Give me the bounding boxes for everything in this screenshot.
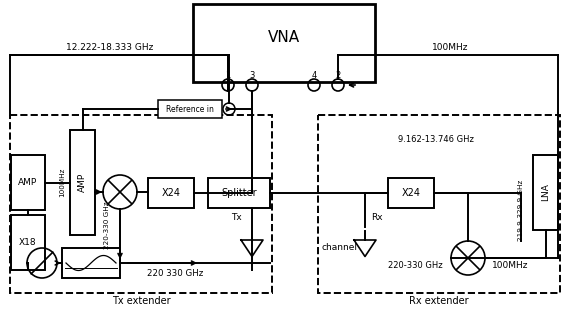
Text: 100MHz: 100MHz (432, 44, 468, 52)
Bar (193, 4, 375, 82)
Bar (388, 178, 434, 208)
Text: Reference in: Reference in (166, 105, 214, 113)
Bar (62, 248, 120, 278)
Text: X18: X18 (19, 238, 37, 247)
Text: 1: 1 (225, 71, 231, 79)
Text: 100MHz: 100MHz (492, 262, 529, 270)
Bar (11, 215, 45, 270)
Bar (208, 178, 270, 208)
Bar (10, 115, 272, 293)
Text: 12.222-18.333 GHz: 12.222-18.333 GHz (66, 44, 154, 52)
Text: 2: 2 (335, 71, 340, 79)
Text: 100MHz: 100MHz (59, 168, 65, 197)
Text: 220-330 GHz: 220-330 GHz (388, 262, 442, 270)
Text: Tx: Tx (231, 214, 242, 223)
Text: Rx: Rx (371, 214, 383, 223)
Text: Tx extender: Tx extender (112, 296, 170, 306)
Text: 3: 3 (249, 71, 255, 79)
Text: 9.162-13.746 GHz: 9.162-13.746 GHz (398, 136, 474, 144)
Bar (533, 155, 558, 230)
Text: Rx extender: Rx extender (409, 296, 469, 306)
Bar (318, 115, 560, 293)
Text: AMP: AMP (78, 173, 87, 192)
Bar (70, 130, 95, 235)
Text: 220 330 GHz: 220 330 GHz (147, 268, 203, 278)
Text: 220-330 GHz: 220-330 GHz (104, 201, 110, 249)
Text: X24: X24 (402, 188, 420, 198)
Bar (11, 155, 45, 210)
Text: VNA: VNA (268, 30, 300, 45)
Text: 4: 4 (311, 71, 317, 79)
Text: channel: channel (322, 243, 358, 252)
Text: 219.9-329.9 GHz: 219.9-329.9 GHz (518, 179, 524, 241)
Bar (148, 178, 194, 208)
Text: X24: X24 (161, 188, 181, 198)
Text: Splitter: Splitter (221, 188, 257, 198)
Bar (158, 100, 222, 118)
Text: AMP: AMP (18, 178, 38, 187)
Text: LNA: LNA (541, 184, 550, 202)
